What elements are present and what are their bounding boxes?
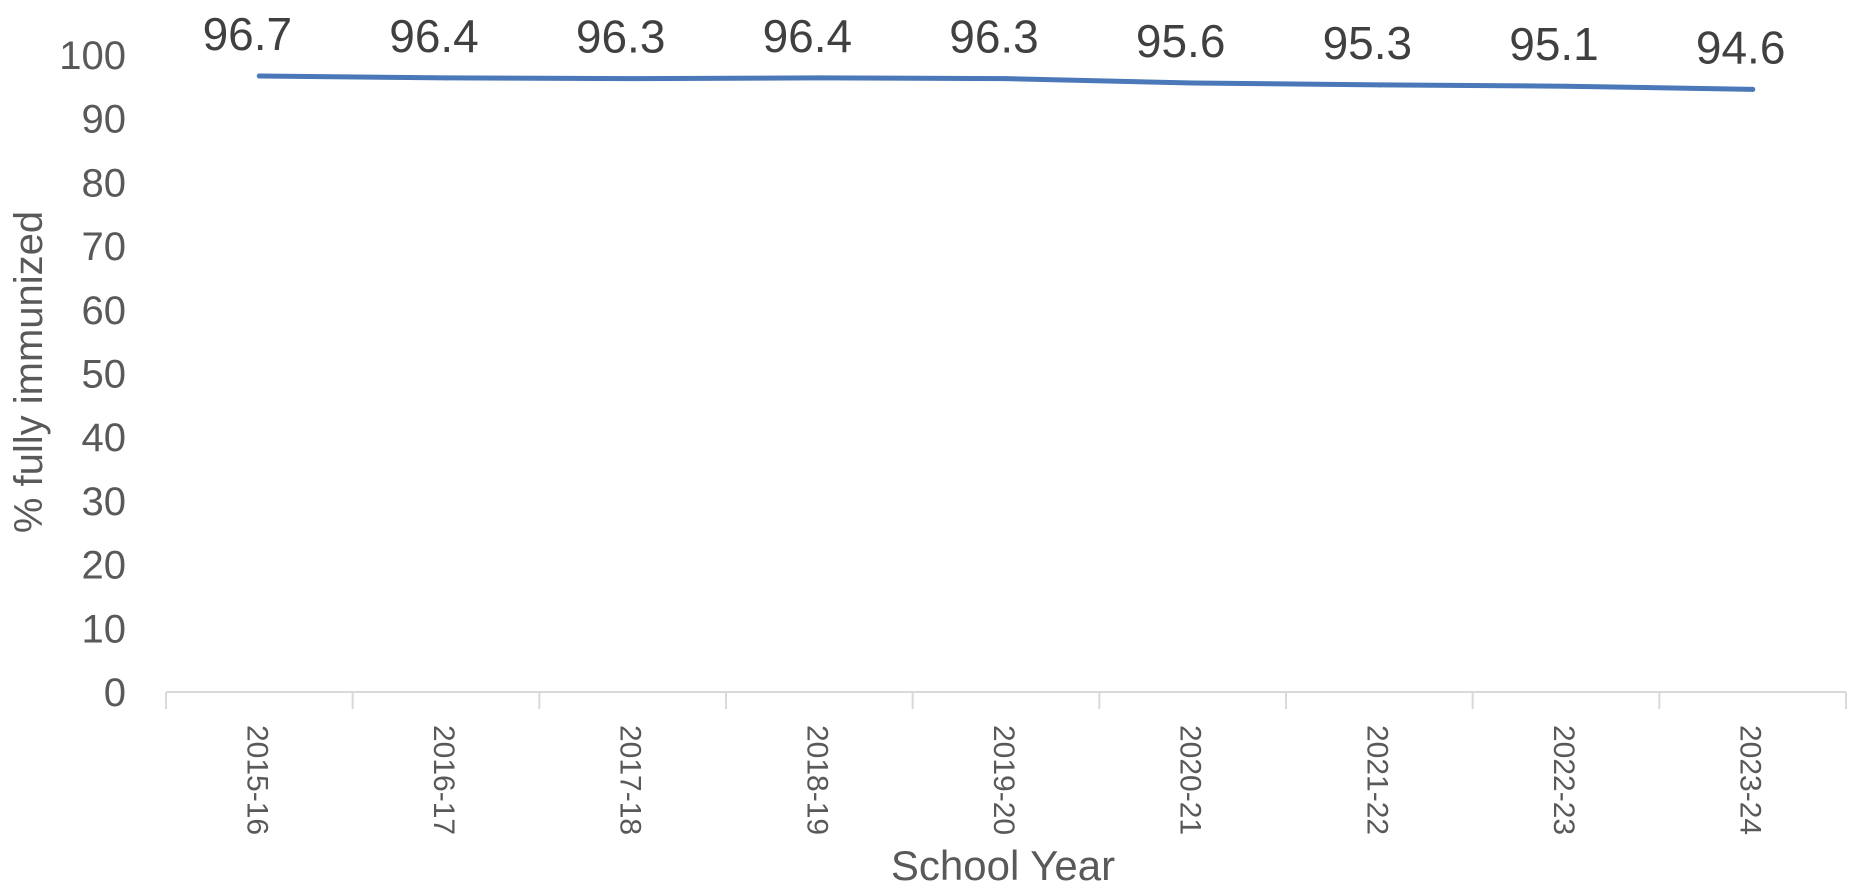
data-label: 96.3	[949, 11, 1039, 63]
data-point	[1003, 76, 1009, 82]
data-point	[816, 75, 822, 81]
data-label: 96.4	[763, 10, 853, 62]
data-point	[256, 73, 262, 79]
y-tick-label: 30	[82, 480, 127, 524]
data-label: 96.4	[389, 10, 479, 62]
x-axis-title: School Year	[891, 842, 1115, 889]
y-tick-label: 50	[82, 353, 127, 397]
data-label: 94.6	[1696, 21, 1786, 73]
data-point	[1750, 86, 1756, 92]
data-point	[1563, 83, 1569, 89]
data-point	[443, 75, 449, 81]
x-tick-label: 2019-20	[987, 725, 1020, 835]
data-point	[1190, 80, 1196, 86]
y-tick-label: 90	[82, 98, 127, 142]
y-tick-label: 70	[82, 225, 127, 269]
x-tick-label: 2017-18	[614, 725, 647, 835]
x-tick-label: 2022-23	[1547, 725, 1580, 835]
y-tick-label: 80	[82, 161, 127, 205]
x-tick-label: 2023-24	[1734, 725, 1767, 835]
x-tick-label: 2016-17	[427, 725, 460, 835]
y-axis-title: % fully immunized	[7, 211, 51, 533]
y-tick-label: 40	[82, 416, 127, 460]
data-point	[630, 76, 636, 82]
y-tick-label: 60	[82, 289, 127, 333]
y-tick-label: 100	[59, 34, 126, 78]
data-label: 95.6	[1136, 15, 1226, 67]
y-tick-label: 10	[82, 607, 127, 651]
x-tick-label: 2021-22	[1360, 725, 1393, 835]
y-tick-label: 20	[82, 544, 127, 588]
x-tick-label: 2015-16	[240, 725, 273, 835]
data-point	[1376, 82, 1382, 88]
data-label: 95.1	[1509, 18, 1599, 70]
x-tick-label: 2018-19	[800, 725, 833, 835]
data-label: 96.7	[203, 8, 293, 60]
y-tick-label: 0	[104, 671, 126, 715]
x-tick-label: 2020-21	[1174, 725, 1207, 835]
data-label: 96.3	[576, 11, 666, 63]
data-label: 95.3	[1323, 17, 1413, 69]
plot-area: 0 10 20 30 40 50 60 70 80 90 100 2015-16 2016-17 2017…	[59, 8, 1847, 835]
